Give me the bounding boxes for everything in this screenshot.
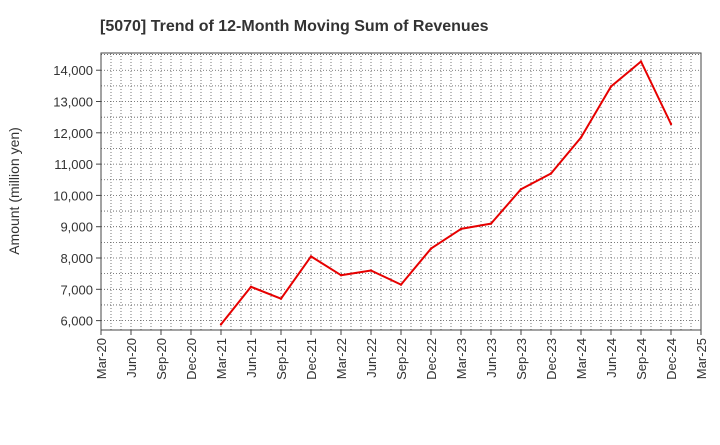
- x-tick-label: Dec-21: [304, 338, 319, 380]
- series-layer: [219, 60, 673, 326]
- x-tick-label: Mar-22: [334, 338, 349, 379]
- y-tick-label: 11,000: [54, 157, 93, 172]
- y-tick-label: 14,000: [53, 63, 93, 78]
- data-point: [519, 187, 523, 191]
- x-tick-label: Jun-20: [124, 338, 139, 378]
- data-point: [549, 172, 553, 175]
- y-tick-label: 6,000: [60, 314, 93, 329]
- data-point: [459, 227, 463, 231]
- data-point: [399, 283, 403, 286]
- series-line: [220, 60, 672, 326]
- data-point: [609, 85, 613, 88]
- y-tick-label: 8,000: [60, 251, 93, 266]
- y-tick-label: 13,000: [53, 95, 93, 110]
- data-point: [369, 269, 373, 272]
- x-tick-label: Dec-20: [184, 338, 199, 380]
- x-tick-label: Jun-22: [364, 338, 379, 378]
- data-point: [489, 222, 493, 225]
- data-point: [639, 60, 643, 63]
- x-tick-label: Dec-23: [544, 338, 559, 380]
- x-tick-label: Jun-24: [604, 338, 619, 378]
- x-tick-label: Sep-20: [154, 338, 169, 380]
- x-tick-label: Mar-21: [214, 338, 229, 379]
- y-tick-label: 7,000: [60, 282, 93, 297]
- y-tick-label: 12,000: [53, 126, 93, 141]
- data-point: [579, 136, 583, 139]
- x-tick-label: Jun-21: [244, 338, 259, 378]
- data-point: [429, 247, 433, 250]
- x-tick-label: Dec-24: [664, 338, 679, 380]
- x-tick-label: Sep-24: [634, 338, 649, 380]
- x-tick-label: Sep-23: [514, 338, 529, 380]
- plot-frame: [100, 52, 702, 331]
- y-tick-label: 9,000: [60, 220, 93, 235]
- x-tick-label: Mar-23: [454, 338, 469, 379]
- data-point: [279, 297, 283, 300]
- x-tick-label: Dec-22: [424, 338, 439, 380]
- x-tick-label: Mar-24: [574, 338, 589, 379]
- x-axis-ticks: Mar-20 Jun-20 Sep-20 Dec-20 Mar-21 Jun-21 Sep-…: [94, 330, 709, 380]
- y-axis-ticks: 6,000 7,000 8,000 9,000 10,000 11,000 12,000 13…: [53, 63, 101, 329]
- x-tick-label: Sep-21: [274, 338, 289, 380]
- y-axis-label: Amount (million yen): [6, 127, 22, 255]
- y-tick-label: 10,000: [53, 188, 93, 203]
- data-point: [249, 285, 253, 289]
- data-point: [339, 274, 343, 277]
- grid: [100, 53, 702, 330]
- data-point: [669, 122, 673, 126]
- data-point: [219, 323, 223, 326]
- x-tick-label: Sep-22: [394, 338, 409, 380]
- chart-title: [5070] Trend of 12-Month Moving Sum of R…: [100, 18, 489, 35]
- data-point: [309, 255, 313, 258]
- x-tick-label: Mar-25: [694, 338, 709, 379]
- x-tick-label: Jun-23: [484, 338, 499, 378]
- x-tick-label: Mar-20: [94, 338, 109, 379]
